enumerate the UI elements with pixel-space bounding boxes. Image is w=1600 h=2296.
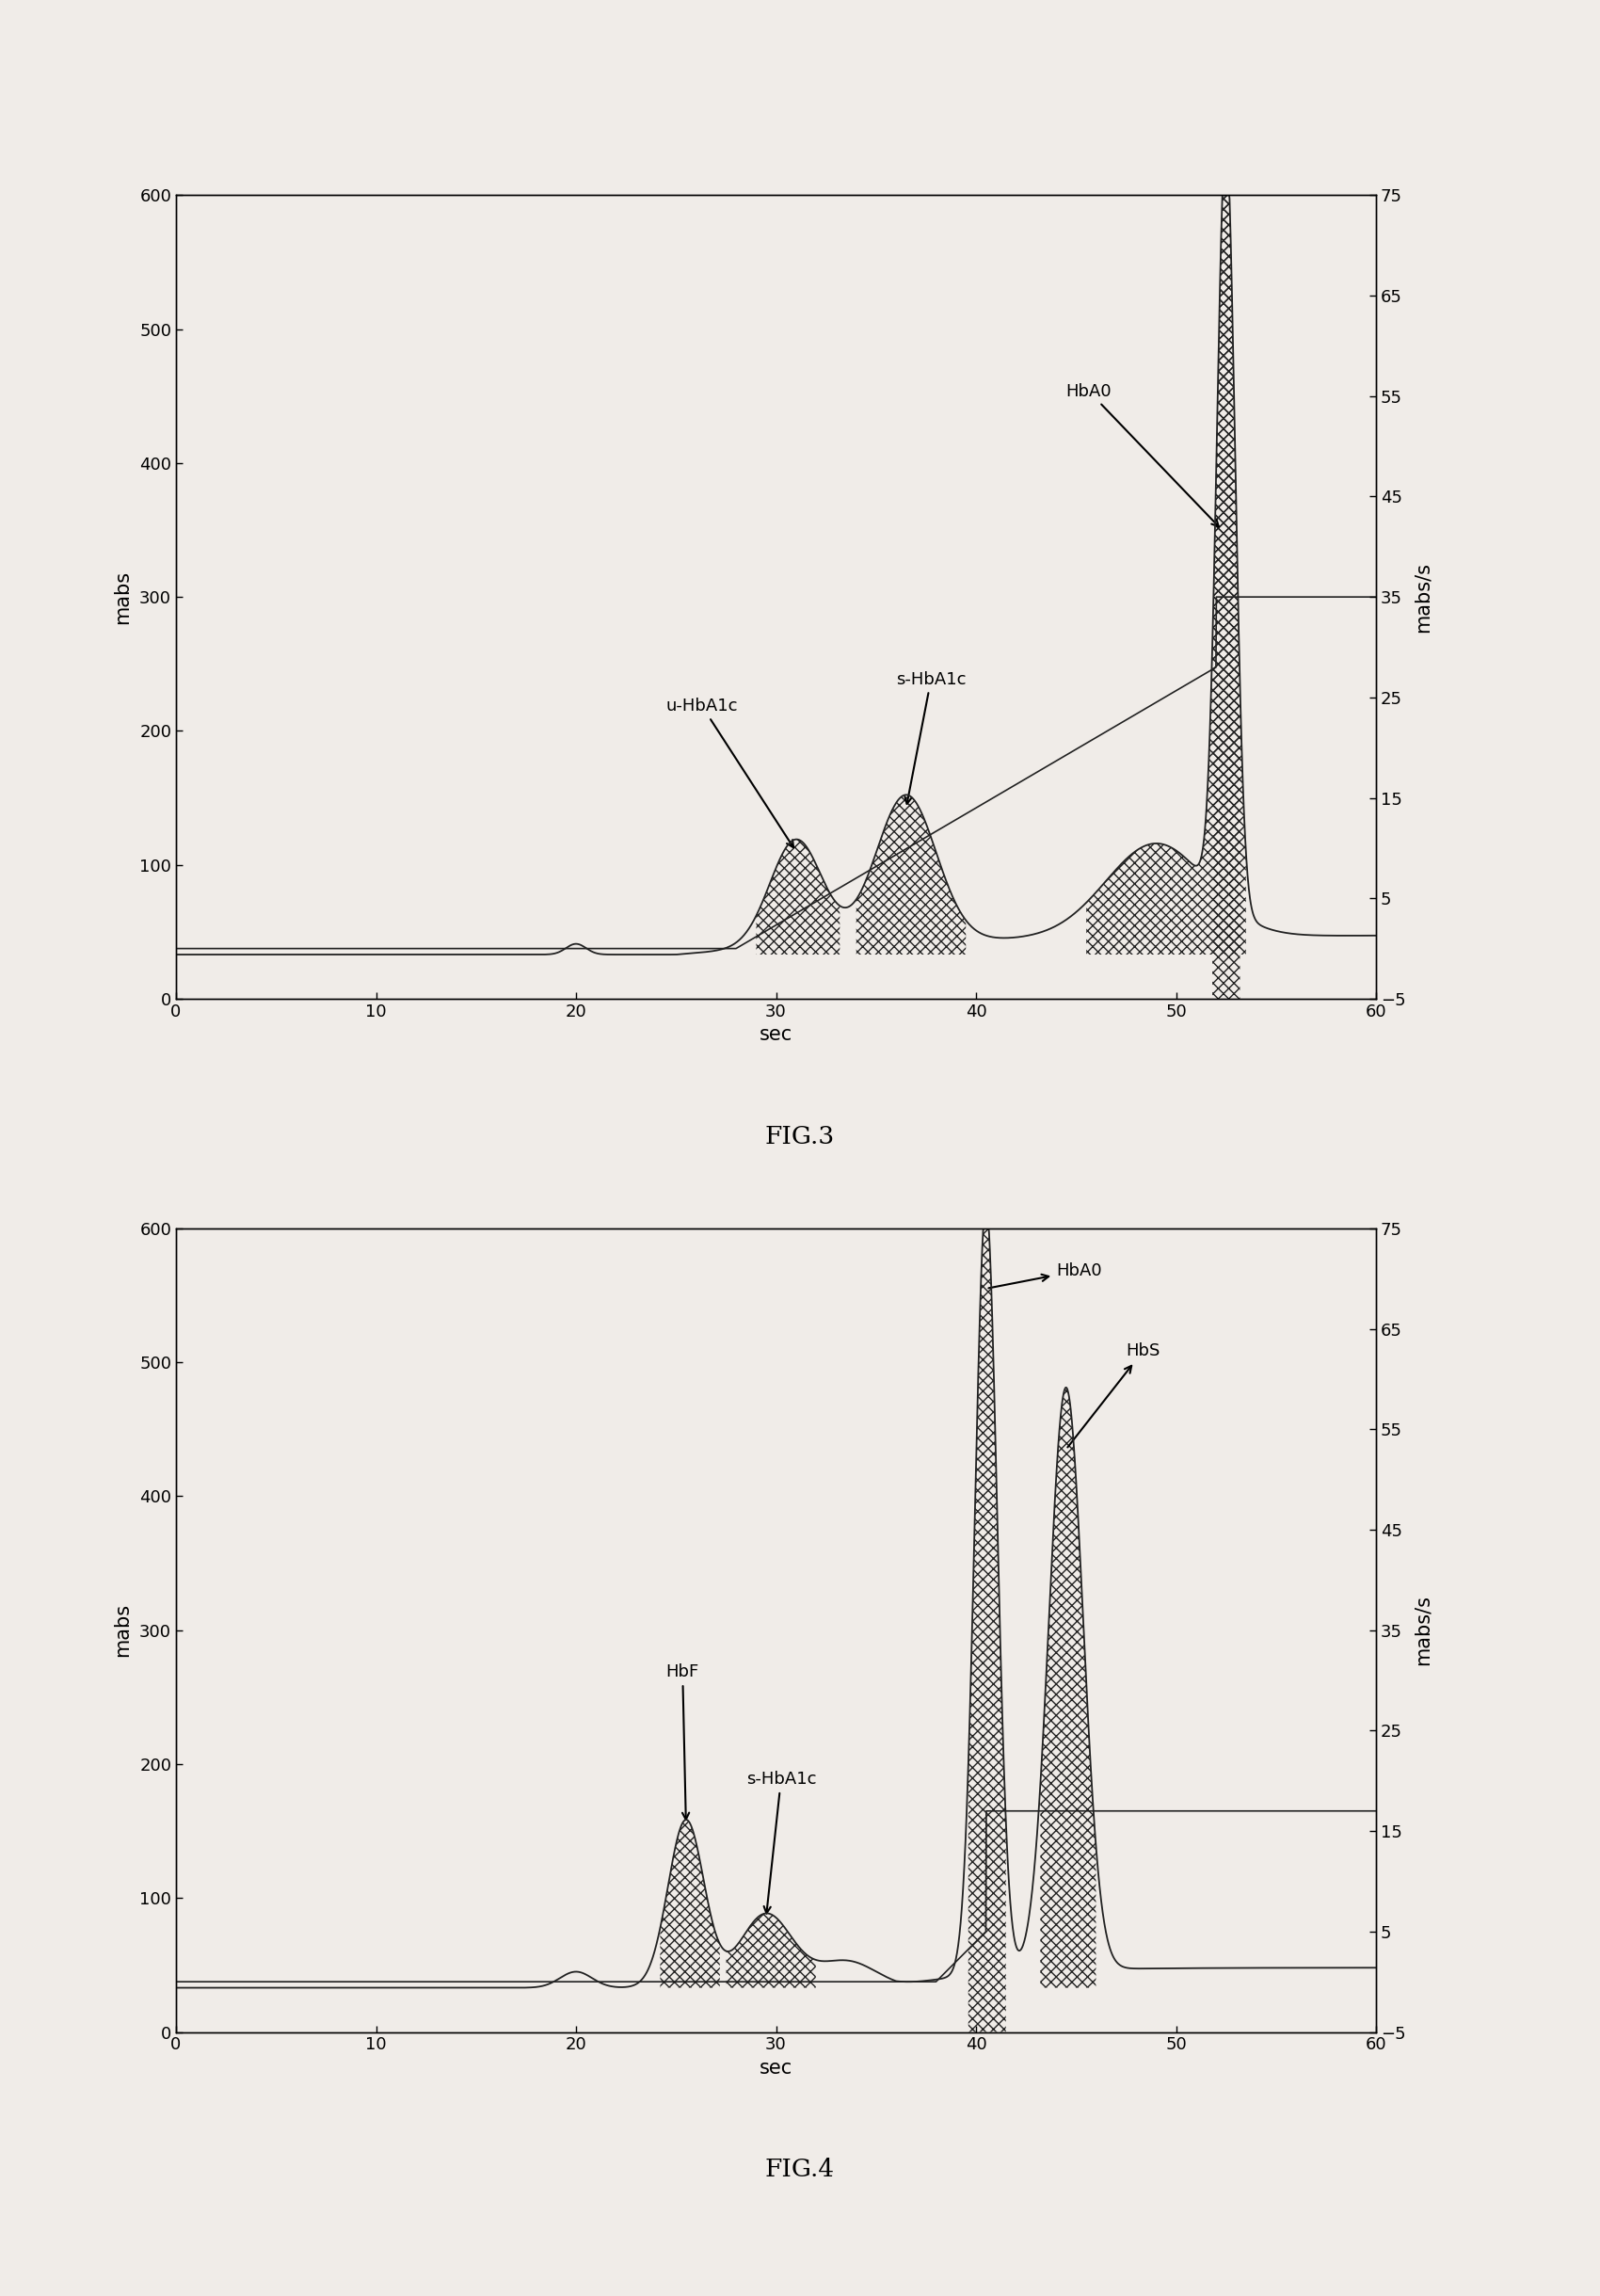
Text: FIG.4: FIG.4	[765, 2158, 835, 2181]
Y-axis label: mabs/s: mabs/s	[1413, 563, 1432, 631]
Y-axis label: mabs/s: mabs/s	[1413, 1596, 1432, 1665]
Text: u-HbA1c: u-HbA1c	[666, 698, 794, 847]
X-axis label: sec: sec	[760, 2060, 792, 2078]
Text: HbA0: HbA0	[1066, 383, 1219, 526]
Text: HbF: HbF	[666, 1665, 699, 1818]
Y-axis label: mabs: mabs	[112, 1603, 131, 1658]
X-axis label: sec: sec	[760, 1026, 792, 1045]
Text: HbS: HbS	[1067, 1343, 1160, 1446]
Y-axis label: mabs: mabs	[112, 569, 131, 625]
Text: FIG.3: FIG.3	[765, 1125, 835, 1148]
Text: s-HbA1c: s-HbA1c	[896, 670, 966, 804]
Text: HbA0: HbA0	[989, 1263, 1102, 1288]
Text: s-HbA1c: s-HbA1c	[746, 1770, 816, 1913]
